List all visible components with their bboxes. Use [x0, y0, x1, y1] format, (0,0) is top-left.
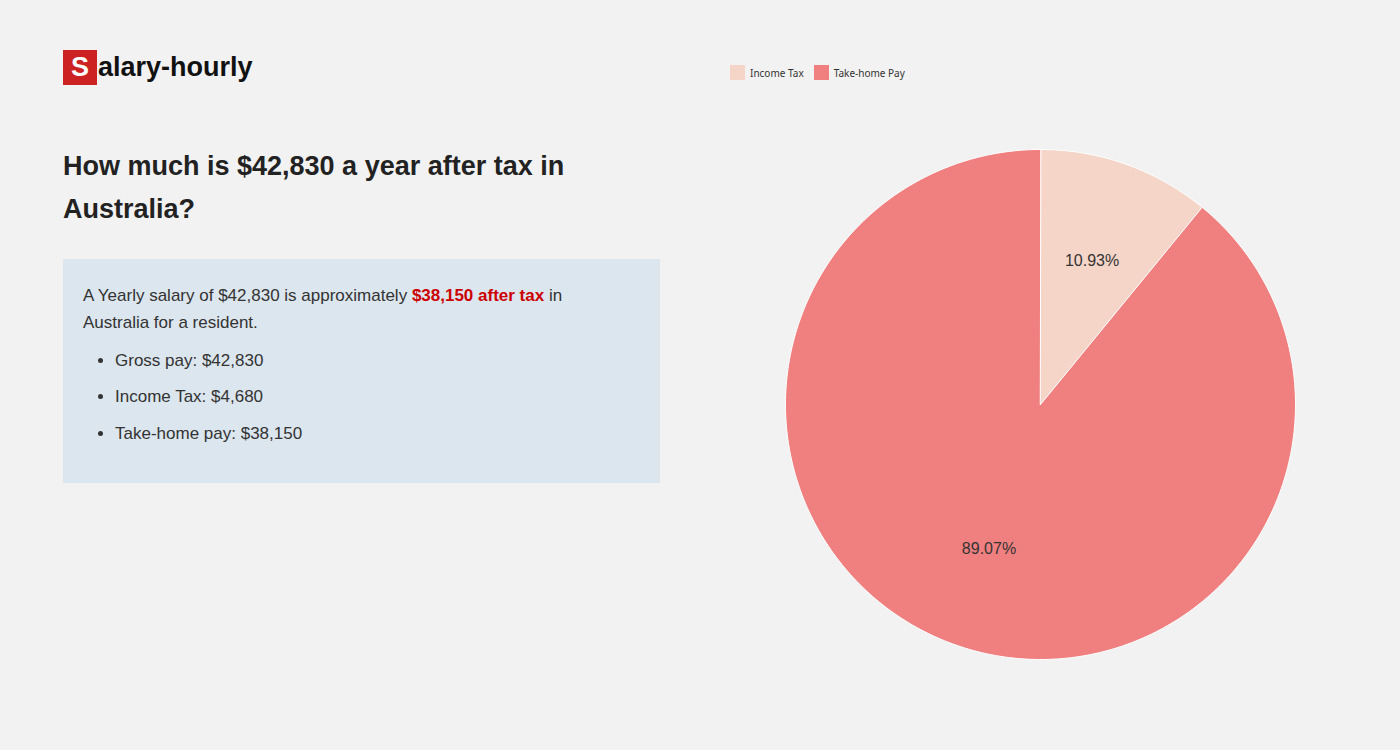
html-text:A Yearly salary of $42,830 is: A Yearly salary of $42,830 is approximat… [83, 286, 563, 306]
svg-text:10.93%: 10.93% [1065, 252, 1119, 269]
html-text:Australia for a resident.: Australia for a resident. [83, 312, 258, 332]
html-text:Income Tax: $4,680: Income Tax: $4,680 [115, 387, 264, 407]
html-text:Take-home Pay: Take-home Pay [833, 65, 905, 80]
html-text:Income Tax: Income Tax [750, 65, 804, 80]
svg-text:89.07%: 89.07% [962, 540, 1016, 557]
html-text:How much is $42,830 a year aft: How much is $42,830 a year after tax in … [63, 151, 565, 225]
html-text:S alary-hourly: S alary-hourly [71, 52, 253, 82]
html-text:Gross pay: $42,830: Gross pay: $42,830 [115, 351, 264, 371]
html-text:Take-home pay: $38,150: Take-home pay: $38,150 [115, 423, 303, 443]
